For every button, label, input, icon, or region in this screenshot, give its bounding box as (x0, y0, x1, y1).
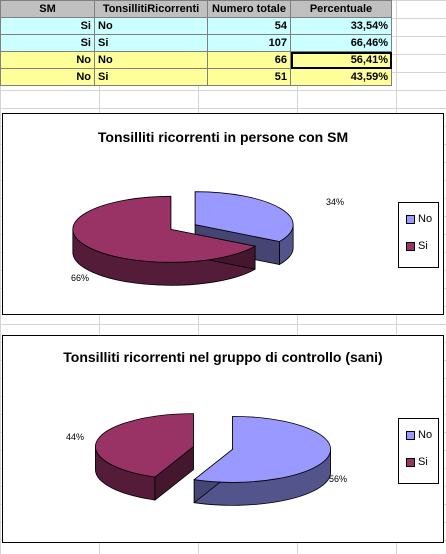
cell-percentuale[interactable]: 33,54% (290, 17, 392, 35)
cell-percentuale-selected[interactable]: 56,41% (290, 51, 392, 69)
header-numero-totale[interactable]: Numero totale (207, 0, 291, 18)
pie-slice-si[interactable] (72, 195, 257, 286)
table-header-row: SM TonsillitiRicorrenti Numero totale Pe… (0, 0, 392, 18)
chart-title: Tonsilliti ricorrenti nel gruppo di cont… (63, 349, 383, 365)
legend-swatch-si (406, 457, 415, 467)
chart-sm[interactable]: Tonsilliti ricorrenti in persone con SM … (2, 113, 444, 315)
cell-numero[interactable]: 51 (207, 68, 291, 86)
cell-numero[interactable]: 54 (207, 17, 291, 35)
cell-tonsilliti[interactable]: Si (94, 68, 208, 86)
cell-percentuale[interactable]: 43,59% (290, 68, 392, 86)
pct-label-no: 56% (329, 474, 347, 484)
pie-slice-no[interactable] (194, 191, 294, 266)
cell-numero[interactable]: 66 (207, 51, 291, 69)
legend-item-no: No (406, 213, 432, 225)
chart-title: Tonsilliti ricorrenti in persone con SM (97, 129, 349, 145)
legend-label-si: Si (418, 456, 428, 468)
data-table: SM TonsillitiRicorrenti Numero totale Pe… (0, 0, 392, 86)
legend-swatch-no (406, 214, 415, 224)
cell-tonsilliti[interactable]: Si (94, 34, 208, 52)
header-percentuale[interactable]: Percentuale (290, 0, 392, 18)
cell-tonsilliti[interactable]: No (94, 17, 208, 35)
legend-label-no: No (418, 213, 433, 225)
table-row: No Si 51 43,59% (0, 68, 392, 86)
chart-controllo[interactable]: Tonsilliti ricorrenti nel gruppo di cont… (2, 335, 444, 543)
legend-item-no: No (406, 429, 432, 441)
header-tonsilliti[interactable]: TonsillitiRicorrenti (94, 0, 208, 18)
table-row: Si No 54 33,54% (0, 17, 392, 35)
pie-chart-svg: 34% 66% (71, 191, 344, 286)
table-row: Si Si 107 66,46% (0, 34, 392, 52)
cell-sm[interactable]: No (0, 68, 95, 86)
cell-sm[interactable]: No (0, 51, 95, 69)
pie-slice-si[interactable] (95, 413, 194, 501)
pct-label-no: 34% (326, 197, 344, 207)
legend-item-si: Si (406, 240, 428, 252)
cell-sm[interactable]: Si (0, 34, 95, 52)
chart-legend[interactable]: No Si (398, 202, 439, 268)
cell-sm[interactable]: Si (0, 17, 95, 35)
legend-label-si: Si (418, 240, 428, 252)
table-row: No No 66 56,41% (0, 51, 392, 69)
legend-swatch-no (406, 430, 415, 440)
pie-slice-no[interactable] (193, 415, 331, 506)
pct-label-si: 44% (66, 432, 84, 442)
header-sm[interactable]: SM (0, 0, 95, 18)
cell-percentuale[interactable]: 66,46% (290, 34, 392, 52)
pct-label-si: 66% (71, 273, 89, 283)
cell-tonsilliti[interactable]: No (94, 51, 208, 69)
legend-swatch-si (406, 241, 415, 251)
legend-item-si: Si (406, 456, 428, 468)
pie-chart-svg: 56% 44% (66, 413, 347, 506)
chart-legend[interactable]: No Si (398, 418, 439, 484)
cell-numero[interactable]: 107 (207, 34, 291, 52)
legend-label-no: No (418, 429, 433, 441)
